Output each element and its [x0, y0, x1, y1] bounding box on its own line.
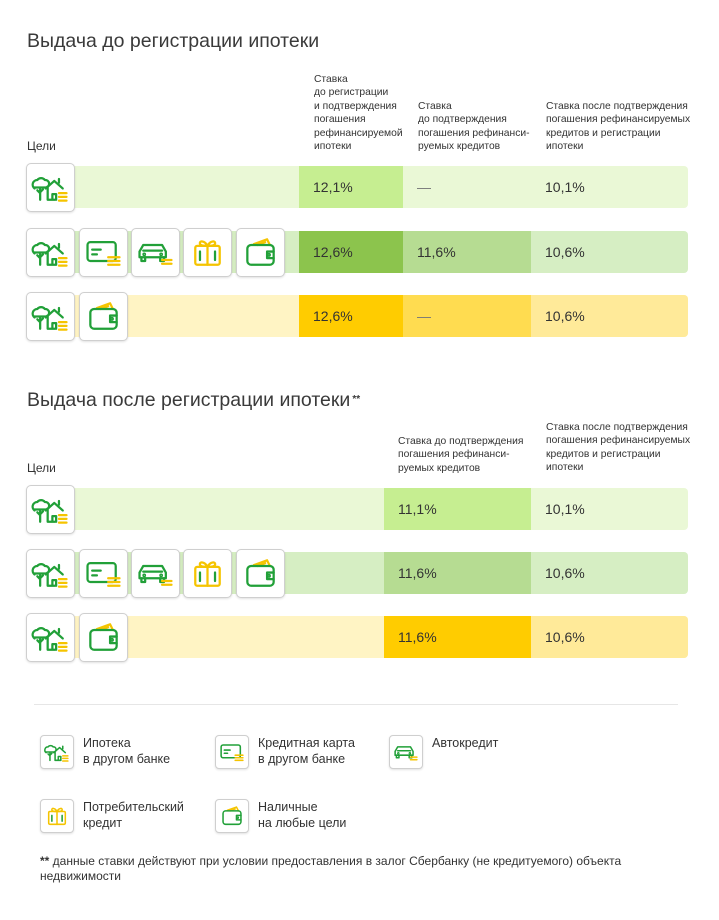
legend-label-cash: Наличные на любые цели — [258, 800, 347, 830]
gift-icon — [183, 228, 232, 277]
section1-header-3: Ставка после подтверждения погашения реф… — [546, 101, 691, 153]
section2-title: Выдача после регистрации ипотеки ** — [27, 389, 360, 412]
credit-card-icon — [215, 735, 249, 769]
section2-header-2: Ставка после подтверждения погашения реф… — [546, 422, 691, 474]
footnote-text: данные ставки действуют при условии пред… — [40, 854, 622, 883]
legend-label-mortgage: Ипотека в другом банке — [83, 736, 171, 766]
rate-cell: 11,6% — [384, 616, 531, 658]
rate-cell: 10,6% — [545, 244, 585, 260]
gift-icon — [40, 799, 74, 833]
legend-label-credit-card: Кредитная карта в другом банке — [258, 736, 355, 766]
wallet-icon — [79, 292, 128, 341]
rate-cell: 10,6% — [531, 616, 688, 658]
car-icon — [389, 735, 423, 769]
house-tree-icon — [26, 228, 75, 277]
section2-row-3: 11,6% 10,6% — [30, 616, 688, 658]
credit-card-icon — [79, 228, 128, 277]
car-icon — [131, 549, 180, 598]
rate-cell: 10,1% — [545, 501, 585, 517]
footnote-mark: ** — [40, 854, 50, 868]
house-tree-icon — [26, 613, 75, 662]
section2-title-mark: ** — [352, 394, 361, 405]
rate-cell: 12,6% — [299, 295, 403, 337]
rate-cell: 11,6% — [403, 231, 531, 273]
section1-title: Выдача до регистрации ипотеки — [27, 30, 320, 52]
rate-cell: 12,6% — [299, 231, 403, 273]
rate-cell: 10,6% — [531, 295, 688, 337]
house-tree-icon — [26, 163, 75, 212]
section1-row-1: 12,1% — 10,1% — [30, 166, 688, 208]
house-tree-icon — [26, 549, 75, 598]
rate-cell: 10,1% — [545, 179, 585, 195]
car-icon — [131, 228, 180, 277]
rate-cell: 11,1% — [384, 488, 531, 530]
rate-cell: 12,1% — [299, 166, 403, 208]
rate-cell: — — [417, 179, 431, 195]
house-tree-icon — [26, 485, 75, 534]
section1-goals-label: Цели — [27, 139, 56, 153]
wallet-icon — [79, 613, 128, 662]
wallet-icon — [236, 228, 285, 277]
footnote: ** данные ставки действуют при условии п… — [40, 854, 680, 883]
section2-row-2: 11,6% 10,6% — [30, 552, 688, 594]
section2-header-1: Ставка до подтверждения погашения рефина… — [398, 436, 524, 474]
rate-cell: — — [403, 295, 531, 337]
house-tree-icon — [40, 735, 74, 769]
wallet-icon — [215, 799, 249, 833]
legend-label-consumer-loan: Потребительский кредит — [83, 800, 184, 830]
divider — [34, 704, 678, 705]
section1-row-2: 12,6% 11,6% 10,6% — [30, 231, 688, 273]
house-tree-icon — [26, 292, 75, 341]
gift-icon — [183, 549, 232, 598]
section1-header-1: Ставка до регистрации и подтверждения по… — [314, 74, 403, 153]
credit-card-icon — [79, 549, 128, 598]
section2-goals-label: Цели — [27, 461, 56, 475]
legend-label-car-loan: Автокредит — [432, 736, 499, 750]
section2-title-text: Выдача после регистрации ипотеки — [27, 389, 351, 411]
rate-cell: 10,6% — [545, 565, 585, 581]
section2-row-1: 11,1% 10,1% — [30, 488, 688, 530]
section1-header-2: Ставка до подтверждения погашения рефина… — [418, 101, 530, 153]
wallet-icon — [236, 549, 285, 598]
section1-row-3: 12,6% — 10,6% — [30, 295, 688, 337]
rate-cell: 11,6% — [384, 552, 531, 594]
